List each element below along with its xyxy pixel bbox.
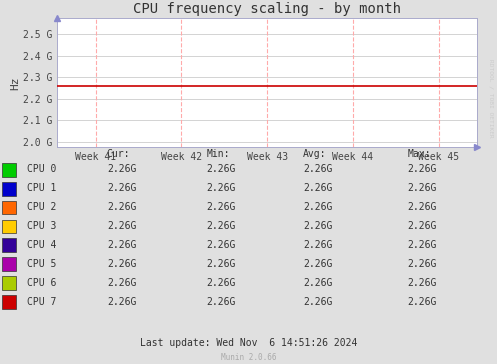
Text: CPU 7: CPU 7: [27, 297, 57, 307]
Text: CPU 0: CPU 0: [27, 164, 57, 174]
Text: 2.26G: 2.26G: [408, 202, 437, 212]
Text: RDTOOL / TOBI OETIKER: RDTOOL / TOBI OETIKER: [489, 59, 494, 138]
Text: CPU 3: CPU 3: [27, 221, 57, 231]
Text: 2.26G: 2.26G: [206, 183, 236, 193]
Text: Cur:: Cur:: [107, 149, 130, 158]
Title: CPU frequency scaling - by month: CPU frequency scaling - by month: [133, 2, 401, 16]
Text: Avg:: Avg:: [303, 149, 327, 158]
Text: 2.26G: 2.26G: [107, 240, 136, 250]
Text: 2.26G: 2.26G: [408, 240, 437, 250]
Text: 2.26G: 2.26G: [408, 297, 437, 307]
Text: 2.26G: 2.26G: [107, 297, 136, 307]
Text: 2.26G: 2.26G: [408, 278, 437, 288]
Text: 2.26G: 2.26G: [107, 221, 136, 231]
Text: 2.26G: 2.26G: [303, 202, 332, 212]
Text: CPU 5: CPU 5: [27, 259, 57, 269]
Text: 2.26G: 2.26G: [206, 297, 236, 307]
Text: 2.26G: 2.26G: [206, 221, 236, 231]
Text: 2.26G: 2.26G: [206, 240, 236, 250]
Text: 2.26G: 2.26G: [107, 259, 136, 269]
Text: 2.26G: 2.26G: [303, 183, 332, 193]
Text: 2.26G: 2.26G: [303, 164, 332, 174]
Text: 2.26G: 2.26G: [206, 259, 236, 269]
Text: Min:: Min:: [206, 149, 230, 158]
Text: Max:: Max:: [408, 149, 431, 158]
Text: 2.26G: 2.26G: [303, 240, 332, 250]
Text: Munin 2.0.66: Munin 2.0.66: [221, 353, 276, 361]
Y-axis label: Hz: Hz: [10, 76, 20, 90]
Text: 2.26G: 2.26G: [408, 164, 437, 174]
Text: 2.26G: 2.26G: [206, 278, 236, 288]
Text: Last update: Wed Nov  6 14:51:26 2024: Last update: Wed Nov 6 14:51:26 2024: [140, 338, 357, 348]
Text: 2.26G: 2.26G: [107, 164, 136, 174]
Text: CPU 4: CPU 4: [27, 240, 57, 250]
Text: 2.26G: 2.26G: [303, 259, 332, 269]
Text: 2.26G: 2.26G: [107, 202, 136, 212]
Text: 2.26G: 2.26G: [303, 278, 332, 288]
Text: CPU 2: CPU 2: [27, 202, 57, 212]
Text: 2.26G: 2.26G: [408, 221, 437, 231]
Text: CPU 1: CPU 1: [27, 183, 57, 193]
Text: 2.26G: 2.26G: [408, 183, 437, 193]
Text: 2.26G: 2.26G: [303, 297, 332, 307]
Text: 2.26G: 2.26G: [408, 259, 437, 269]
Text: 2.26G: 2.26G: [107, 278, 136, 288]
Text: 2.26G: 2.26G: [206, 164, 236, 174]
Text: 2.26G: 2.26G: [303, 221, 332, 231]
Text: CPU 6: CPU 6: [27, 278, 57, 288]
Text: 2.26G: 2.26G: [107, 183, 136, 193]
Text: 2.26G: 2.26G: [206, 202, 236, 212]
